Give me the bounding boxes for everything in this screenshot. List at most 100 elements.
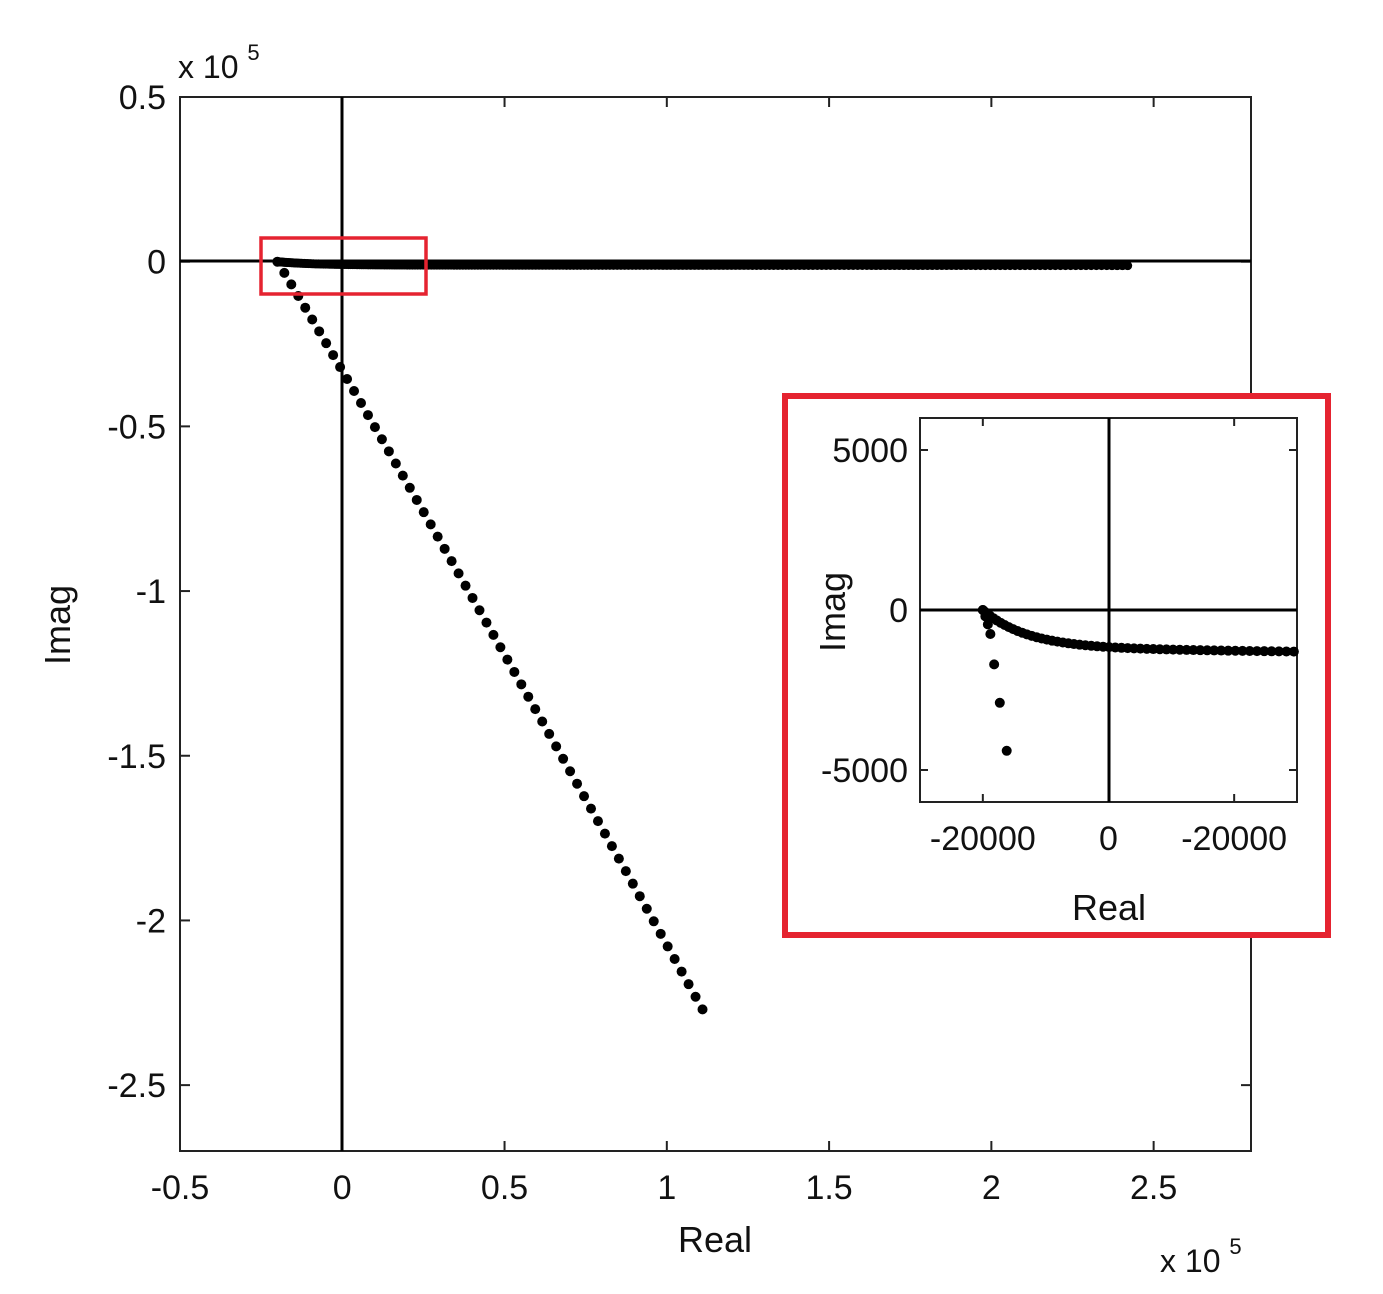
- main-data-point: [362, 410, 373, 421]
- main-x-tick-label: 0.5: [481, 1169, 528, 1207]
- main-data-point: [328, 350, 339, 361]
- main-data-point: [502, 654, 513, 665]
- inset-data-point: [1281, 646, 1292, 657]
- inset-y-axis-label: Imag: [812, 572, 853, 652]
- inset-data-point: [1195, 645, 1206, 656]
- inset-data-point: [1266, 646, 1277, 657]
- main-data-point: [286, 279, 297, 290]
- y-exponent-base: x 10: [178, 49, 238, 85]
- inset-x-tick-label: -20000: [930, 820, 1036, 858]
- inset-tick-labels: -20000 0 -20000 5000 0 -5000: [821, 432, 1287, 858]
- main-data-point: [439, 543, 450, 554]
- inset-data-point: [989, 659, 1000, 670]
- main-data-point: [620, 866, 631, 877]
- main-data-point: [300, 302, 311, 313]
- main-data-point: [460, 580, 471, 591]
- main-data-point: [683, 979, 694, 990]
- main-data-point: [495, 642, 506, 653]
- inset-data-point: [994, 697, 1005, 708]
- main-data-point: [411, 494, 422, 505]
- main-data-point: [314, 326, 325, 337]
- main-data-point: [655, 928, 666, 939]
- inset-data-point: [1230, 645, 1241, 656]
- x-exponent-label: x 10 5: [1160, 1234, 1242, 1279]
- inset-data-point: [982, 619, 993, 630]
- main-x-tick-label: -0.5: [151, 1169, 210, 1207]
- x-exponent-power: 5: [1229, 1234, 1241, 1259]
- main-data-point: [592, 816, 603, 827]
- main-data-point: [606, 841, 617, 852]
- main-data-point: [356, 398, 367, 409]
- x-exponent-base: x 10: [1160, 1243, 1220, 1279]
- inset-x-tick-label: -20000: [1181, 820, 1287, 858]
- main-y-tick-label: -2: [136, 902, 166, 940]
- main-data-point: [613, 853, 624, 864]
- main-data-point: [307, 314, 318, 325]
- main-data-point: [279, 267, 290, 278]
- main-tick-labels: -0.5 0 0.5 1 1.5 2 2.5 0.5 0 -0.5 -1 -1.5 -2 -2.5: [107, 79, 1177, 1207]
- inset-data-point: [1202, 645, 1213, 656]
- main-data-point: [690, 991, 701, 1002]
- main-data-point: [551, 741, 562, 752]
- inset-y-tick-label: 5000: [832, 432, 908, 470]
- main-data-point: [537, 716, 548, 727]
- inset-data-point: [1209, 645, 1220, 656]
- main-data-point: [272, 256, 283, 267]
- main-data-point: [669, 953, 680, 964]
- main-x-tick-label: 1: [657, 1169, 676, 1207]
- main-data-point: [335, 362, 346, 373]
- main-data-point: [425, 519, 436, 530]
- main-data-point: [418, 507, 429, 518]
- main-y-tick-label: -1: [136, 573, 166, 611]
- main-data-point: [446, 556, 457, 567]
- main-data-point: [404, 482, 415, 493]
- main-data-point: [383, 446, 394, 457]
- main-data-point: [432, 531, 443, 542]
- main-data-point: [474, 605, 485, 616]
- main-data-point: [390, 458, 401, 469]
- inset-data-point: [1216, 645, 1227, 656]
- main-data-point: [662, 941, 673, 952]
- main-data-point: [516, 679, 527, 690]
- main-data-point: [397, 470, 408, 481]
- y-exponent-power: 5: [247, 40, 259, 65]
- inset-data-point: [1223, 645, 1234, 656]
- inset-x-axis-label: Real: [1072, 887, 1146, 928]
- inset-chart: -20000 0 -20000 5000 0 -5000 Real Imag: [782, 393, 1331, 938]
- main-data-point: [488, 629, 499, 640]
- main-data-point: [349, 386, 360, 397]
- main-data-point: [627, 878, 638, 889]
- main-y-tick-label: 0: [147, 244, 166, 282]
- main-data-point: [641, 903, 652, 914]
- main-data-point: [565, 766, 576, 777]
- main-y-tick-label: -2.5: [107, 1067, 166, 1105]
- main-data-point: [376, 434, 387, 445]
- main-data-points: [272, 256, 1133, 1015]
- inset-y-tick-label: -5000: [821, 752, 908, 790]
- inset-data-point: [1259, 646, 1270, 657]
- main-data-point: [599, 828, 610, 839]
- main-data-point: [481, 617, 492, 628]
- inset-data-point: [1273, 646, 1284, 657]
- main-x-tick-label: 2.5: [1130, 1169, 1177, 1207]
- inset-data-point: [980, 611, 991, 622]
- main-ticks: [179, 96, 1251, 1151]
- main-y-tick-label: 0.5: [119, 79, 166, 117]
- main-y-axis-label: Imag: [37, 585, 78, 665]
- main-data-point: [634, 891, 645, 902]
- main-data-point: [579, 791, 590, 802]
- inset-data-point: [1237, 645, 1248, 656]
- main-x-tick-label: 2: [982, 1169, 1001, 1207]
- inset-data-points: [977, 605, 1299, 756]
- inset-data-point: [985, 629, 996, 639]
- main-x-axis-label: Real: [678, 1219, 752, 1260]
- main-data-point: [544, 728, 555, 739]
- main-data-point: [509, 666, 520, 677]
- main-data-point: [453, 568, 464, 579]
- main-data-point: [697, 1004, 708, 1015]
- inset-x-tick-label: 0: [1099, 820, 1118, 858]
- inset-data-point: [1001, 745, 1012, 756]
- main-y-tick-label: -1.5: [107, 738, 166, 776]
- main-x-tick-label: 1.5: [805, 1169, 852, 1207]
